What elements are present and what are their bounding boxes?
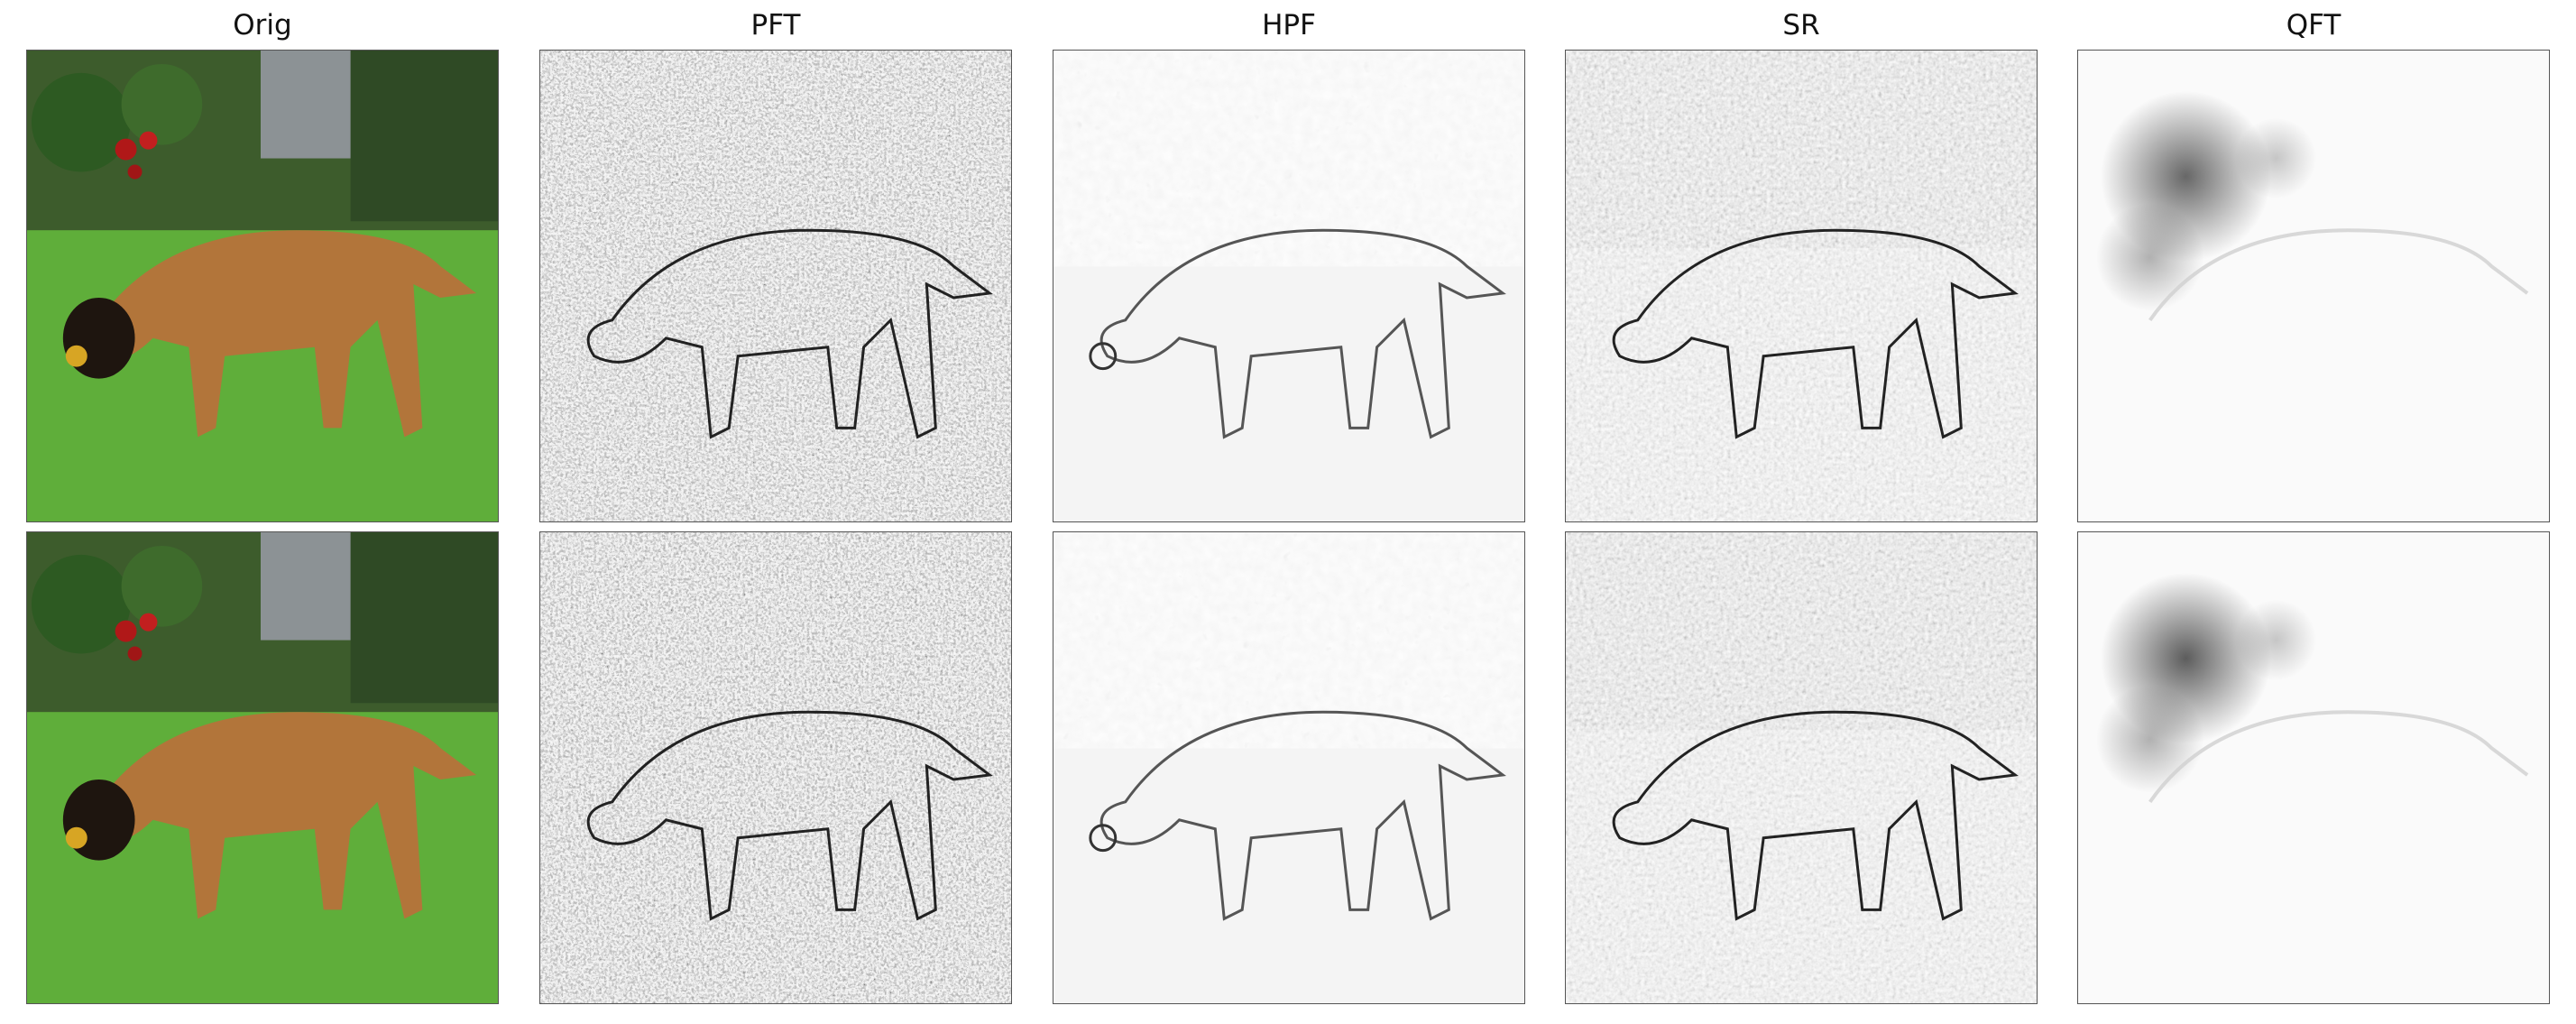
orig-image-row-2 bbox=[26, 531, 499, 1004]
sr-saliency-row-1 bbox=[1565, 50, 2038, 522]
pft-saliency-row-1 bbox=[539, 50, 1012, 522]
orig-image-row-1 bbox=[26, 50, 499, 522]
column-title-orig: Orig bbox=[233, 9, 292, 42]
hpf-saliency-row-1 bbox=[1053, 50, 1525, 522]
column-title-hpf: HPF bbox=[1262, 9, 1316, 42]
sr-saliency-row-2 bbox=[1565, 531, 2038, 1004]
column-title-pft: PFT bbox=[750, 9, 801, 42]
qft-saliency-row-2 bbox=[2077, 531, 2550, 1004]
pft-saliency-row-2 bbox=[539, 531, 1012, 1004]
qft-saliency-row-1 bbox=[2077, 50, 2550, 522]
hpf-saliency-row-2 bbox=[1053, 531, 1525, 1004]
column-title-sr: SR bbox=[1782, 9, 1820, 42]
column-title-qft: QFT bbox=[2286, 9, 2341, 42]
